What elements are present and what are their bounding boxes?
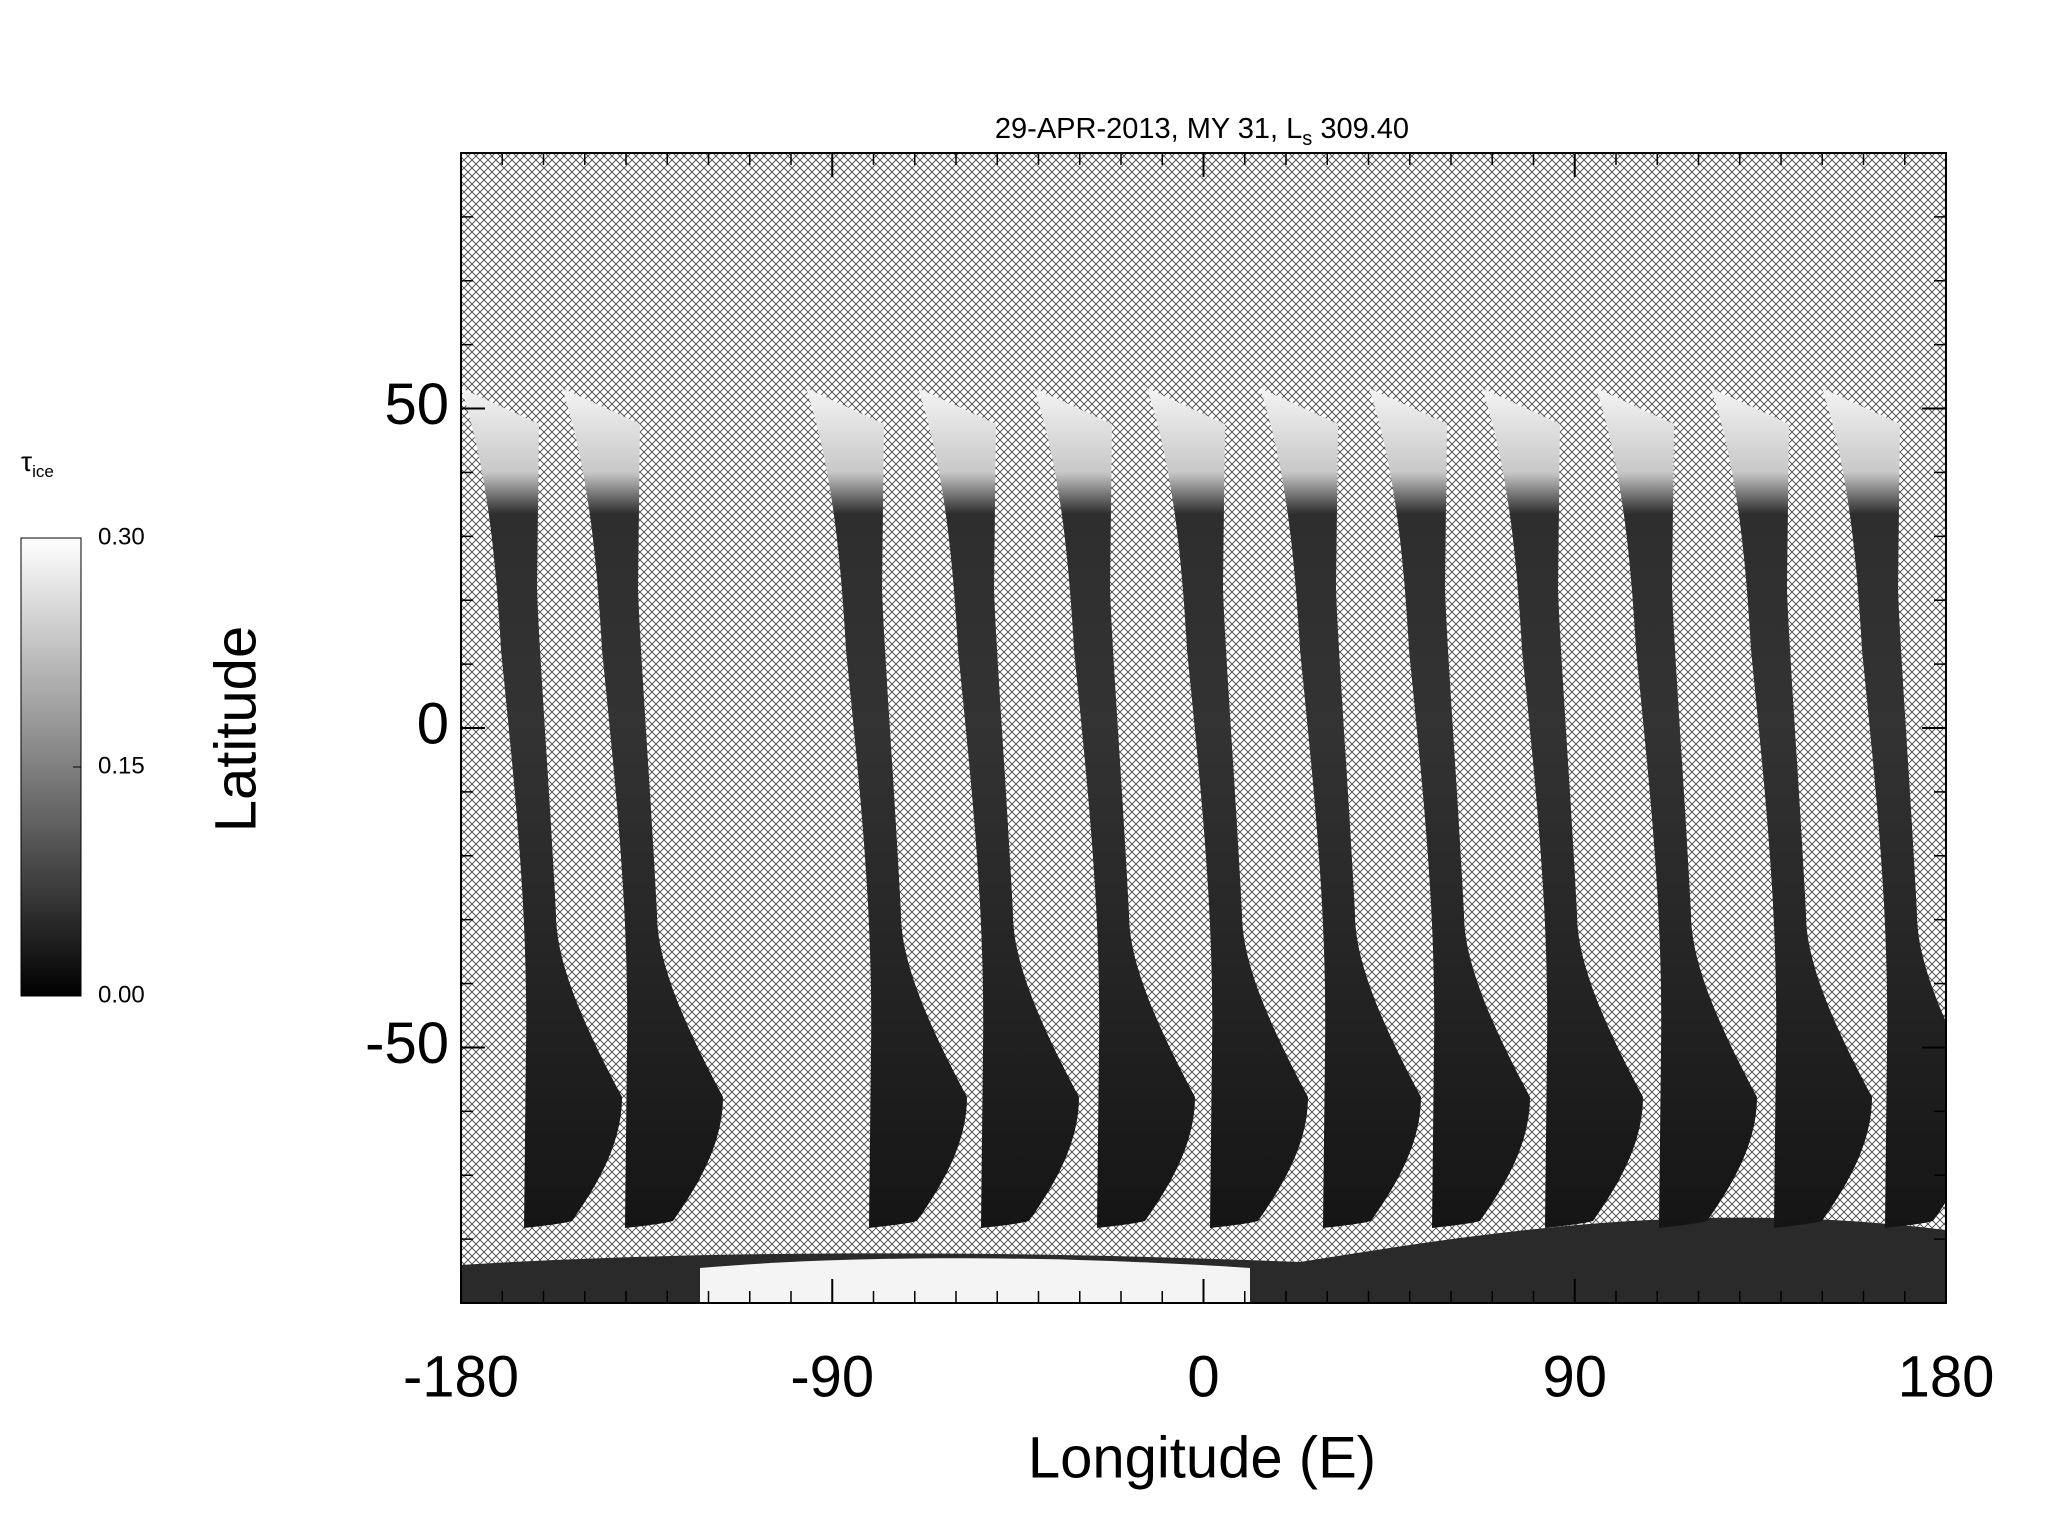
swath xyxy=(806,388,967,1228)
y-axis-label: Latitude xyxy=(203,626,268,832)
colorbar-tick-label: 0.00 xyxy=(98,981,145,1008)
colorbar-symbol: τ xyxy=(21,446,32,477)
colorbar-subscript: ice xyxy=(32,462,54,481)
title-text: 29-APR-2013, MY 31, L xyxy=(995,113,1302,145)
x-tick-label: 180 xyxy=(1898,1344,1995,1409)
swath xyxy=(1822,388,1946,1228)
x-tick-label: 90 xyxy=(1542,1344,1607,1409)
y-tick-label: 50 xyxy=(384,372,449,437)
colorbar-tick-label: 0.30 xyxy=(98,523,145,550)
swath xyxy=(562,388,723,1228)
x-tick-label: -180 xyxy=(403,1344,519,1409)
swath xyxy=(1711,388,1872,1228)
y-tick-label: 0 xyxy=(417,691,449,756)
chart-title: 29-APR-2013, MY 31, Ls 309.40 xyxy=(995,113,1409,151)
x-tick-label: -90 xyxy=(790,1344,874,1409)
x-axis-label: Longitude (E) xyxy=(1028,1425,1376,1490)
swath xyxy=(1260,388,1421,1228)
swath xyxy=(461,388,622,1228)
swath xyxy=(1147,388,1308,1228)
colorbar-tick-label: 0.15 xyxy=(98,752,145,779)
swath xyxy=(1482,388,1643,1228)
x-tick-label: 0 xyxy=(1187,1344,1219,1409)
swath xyxy=(1596,388,1757,1228)
swath xyxy=(918,388,1079,1228)
colorbar-label: τice xyxy=(21,446,54,481)
title-subscript: s xyxy=(1302,128,1312,150)
title-rest: 309.40 xyxy=(1312,113,1409,145)
swath xyxy=(1369,388,1530,1228)
colorbar xyxy=(20,537,82,997)
polar-cap xyxy=(700,1258,1250,1303)
swaths xyxy=(461,388,1946,1303)
swath xyxy=(1034,388,1195,1228)
y-tick-label: -50 xyxy=(365,1011,449,1076)
